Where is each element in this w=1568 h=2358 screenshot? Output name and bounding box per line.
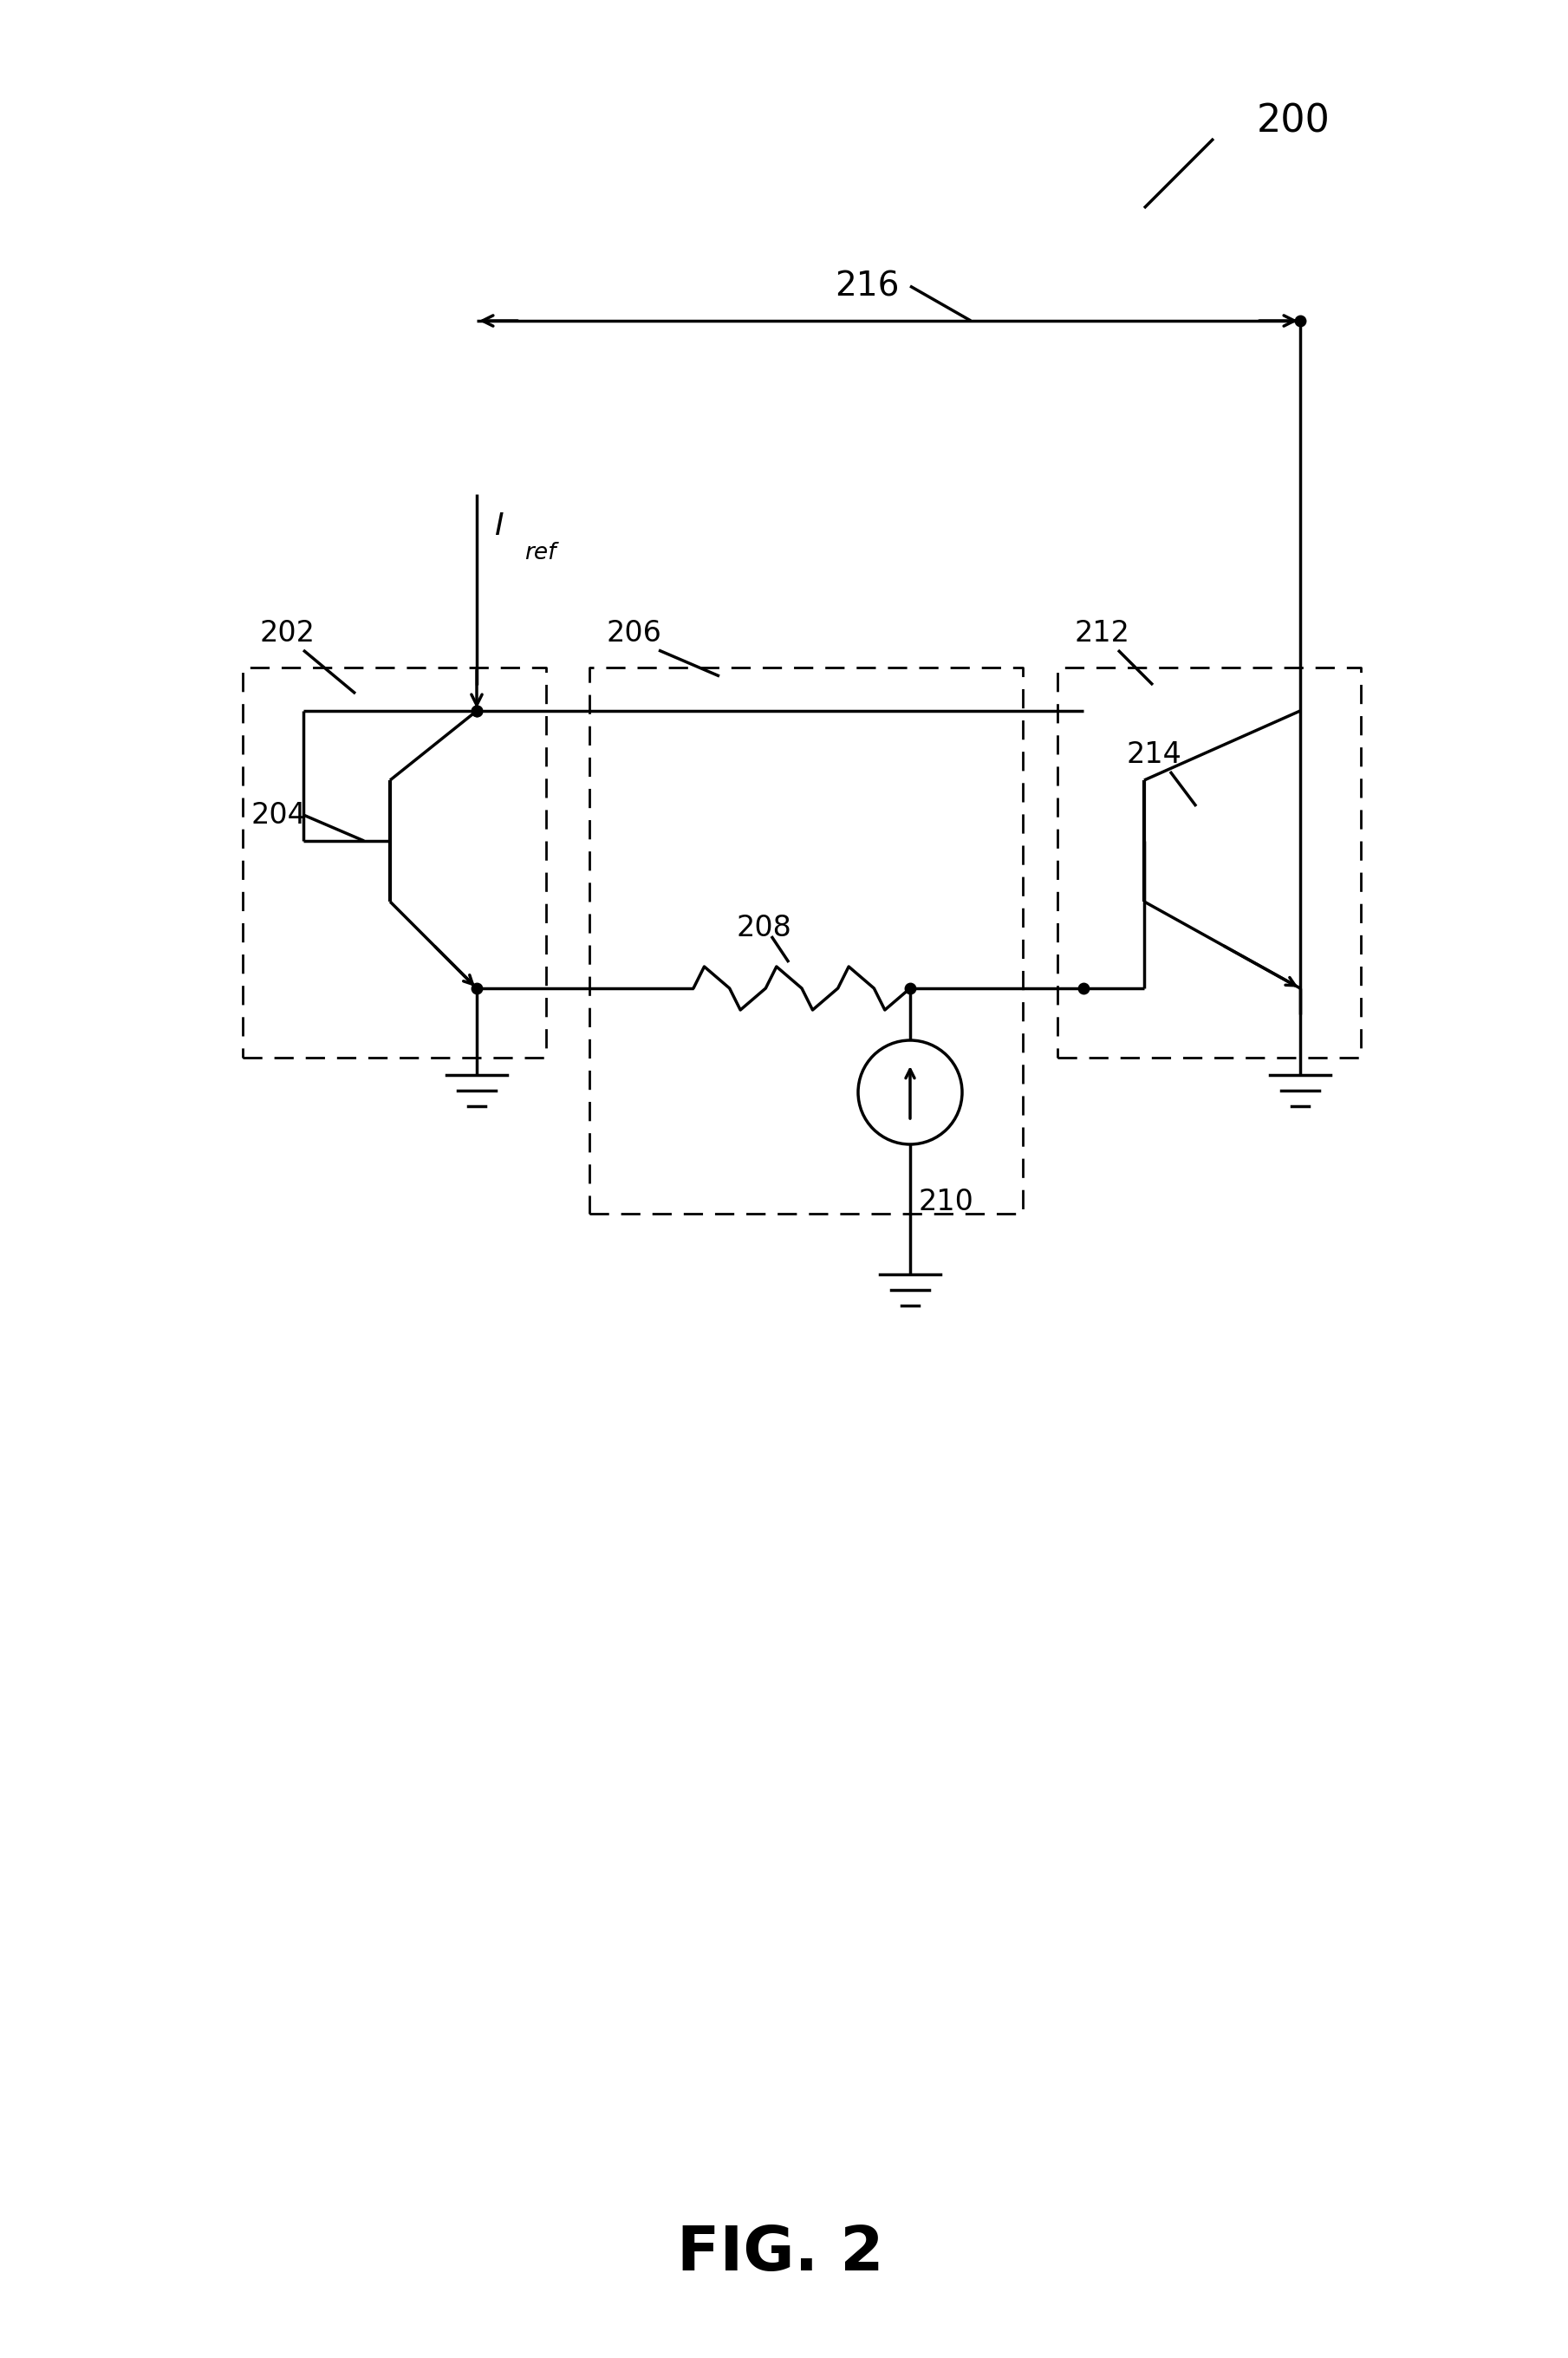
Text: 208: 208: [737, 913, 792, 941]
Text: 212: 212: [1074, 618, 1131, 646]
Text: 200: 200: [1258, 104, 1330, 139]
Text: 216: 216: [834, 269, 898, 302]
Text: ref: ref: [524, 542, 557, 564]
Text: 202: 202: [260, 618, 315, 646]
Text: 204: 204: [251, 802, 307, 830]
Text: 210: 210: [919, 1188, 974, 1217]
Text: FIG. 2: FIG. 2: [677, 2224, 883, 2285]
Text: 214: 214: [1127, 740, 1182, 769]
Text: 206: 206: [607, 618, 662, 646]
Text: I: I: [494, 512, 503, 540]
